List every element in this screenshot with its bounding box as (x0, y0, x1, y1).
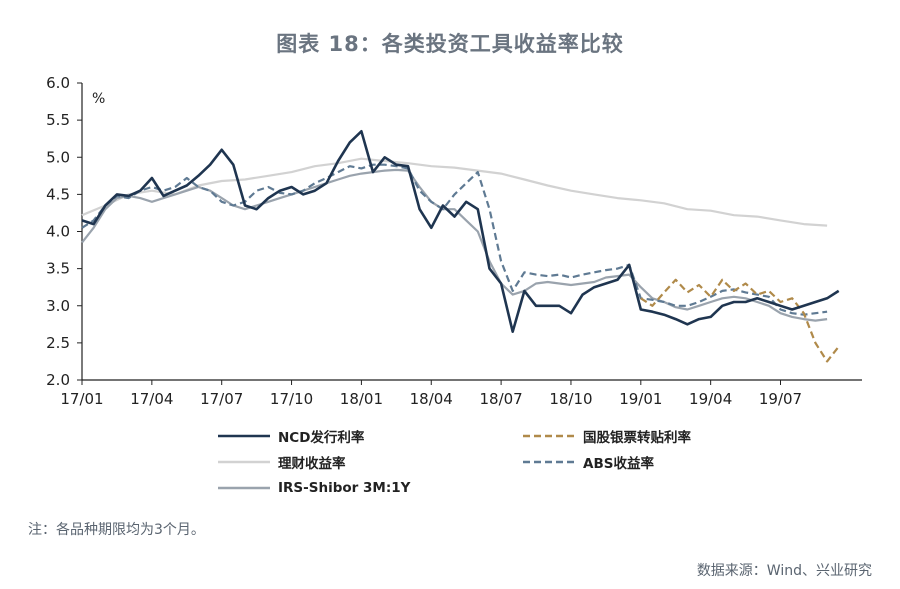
legend-swatch (218, 460, 270, 464)
x-tick-label: 18/07 (479, 390, 522, 408)
y-tick-label: 3.0 (46, 297, 70, 315)
y-tick-label: 2.0 (46, 371, 70, 389)
series-line-4 (81, 130, 840, 333)
chart-series (81, 130, 840, 363)
legend-swatch (523, 460, 575, 464)
x-tick-label: 19/01 (619, 390, 662, 408)
legend-item-3: 国股银票转贴利率 (521, 425, 691, 447)
legend-item-0: 理财收益率 (216, 451, 346, 473)
x-tick-label: 17/10 (270, 390, 313, 408)
legend-label: ABS收益率 (583, 456, 654, 472)
series-line-2 (81, 163, 828, 316)
y-tick-label: 2.5 (46, 334, 70, 352)
series-line-0 (81, 157, 828, 227)
x-tick-label: 17/04 (130, 390, 173, 408)
y-axis-unit: % (92, 91, 105, 107)
x-tick-label: 18/04 (410, 390, 453, 408)
legend-item-4: NCD发行利率 (216, 425, 364, 447)
legend-label: IRS-Shibor 3M:1Y (278, 480, 411, 496)
data-source: 数据来源：Wind、兴业研究 (696, 563, 872, 579)
y-tick-label: 5.5 (46, 111, 70, 129)
legend-label: 理财收益率 (278, 456, 346, 472)
x-tick-label: 18/10 (549, 390, 592, 408)
y-tick-label: 3.5 (46, 260, 70, 278)
x-tick-label: 19/07 (759, 390, 802, 408)
y-tick-label: 4.0 (46, 223, 70, 241)
legend-item-1: IRS-Shibor 3M:1Y (216, 477, 410, 499)
y-tick-label: 4.5 (46, 185, 70, 203)
chart-axes: 2.0 2.5 3.0 3.5 4.0 4.5 5.0 5.5 6.0% 17/01 17/04 17… (46, 74, 862, 408)
series-line-1 (81, 168, 828, 322)
x-tick-label: 17/01 (60, 390, 103, 408)
y-tick-label: 5.0 (46, 148, 70, 166)
legend-item-2: ABS收益率 (521, 451, 654, 473)
x-tick-label: 19/04 (689, 390, 732, 408)
x-tick-label: 18/01 (340, 390, 383, 408)
x-tick-label: 17/07 (200, 390, 243, 408)
legend-label: 国股银票转贴利率 (583, 430, 691, 446)
legend-label: NCD发行利率 (278, 430, 365, 446)
legend-swatch (218, 434, 270, 438)
footnote: 注：各品种期限均为3个月。 (28, 522, 205, 538)
series-line-3 (640, 278, 840, 363)
legend-swatch (218, 486, 270, 490)
chart-legend: NCD发行利率 国股银票转贴利率理财收益率 ABS收益率 IRS-Shibor 3M:… (216, 425, 776, 505)
y-tick-label: 6.0 (46, 74, 70, 92)
legend-swatch (523, 434, 575, 438)
chart-title: 图表 18：各类投资工具收益率比较 (276, 32, 624, 56)
